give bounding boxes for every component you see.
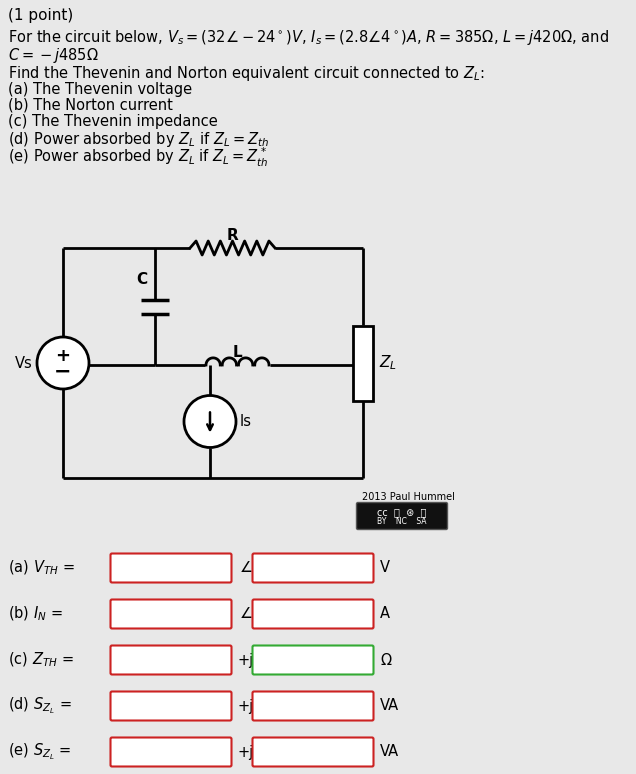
Text: A: A [380,607,390,622]
FancyBboxPatch shape [111,691,232,721]
Text: C: C [136,272,147,286]
Text: Vs: Vs [15,355,33,371]
Text: (a) The Thevenin voltage: (a) The Thevenin voltage [8,82,192,97]
Text: (c) $Z_{TH}$ =: (c) $Z_{TH}$ = [8,651,74,670]
Text: 2013 Paul Hummel: 2013 Paul Hummel [362,492,455,502]
Bar [353,326,373,400]
FancyBboxPatch shape [252,691,373,721]
Text: +: + [55,347,71,365]
FancyBboxPatch shape [252,738,373,766]
Text: −: − [54,362,72,382]
Text: (e) $S_{Z_L}$ =: (e) $S_{Z_L}$ = [8,741,71,762]
Text: cc  ⓘ  ⊛  ⓞ: cc ⓘ ⊛ ⓞ [377,508,427,517]
Text: BY    NC    SA: BY NC SA [377,517,427,526]
Text: Is: Is [240,414,252,429]
Text: (a) $V_{TH}$ =: (a) $V_{TH}$ = [8,559,74,577]
Text: $\angle$: $\angle$ [239,607,252,622]
Text: R: R [226,228,238,243]
FancyBboxPatch shape [252,553,373,583]
FancyBboxPatch shape [111,738,232,766]
Text: (c) The Thevenin impedance: (c) The Thevenin impedance [8,114,218,129]
Text: $C = -j485\Omega$: $C = -j485\Omega$ [8,46,99,65]
Text: (b) The Norton current: (b) The Norton current [8,98,173,113]
FancyBboxPatch shape [111,646,232,674]
Text: Find the Thevenin and Norton equivalent circuit connected to $Z_L$:: Find the Thevenin and Norton equivalent … [8,64,485,83]
Text: VA: VA [380,698,399,714]
Text: (d) $S_{Z_L}$ =: (d) $S_{Z_L}$ = [8,696,72,716]
FancyBboxPatch shape [252,600,373,628]
Text: (1 point): (1 point) [8,8,73,23]
Text: +j: +j [238,698,254,714]
FancyBboxPatch shape [252,646,373,674]
Text: VA: VA [380,745,399,759]
Text: +j: +j [238,652,254,667]
Text: +j: +j [238,745,254,759]
Text: $\Omega$: $\Omega$ [380,652,392,668]
Text: $\angle$: $\angle$ [239,560,252,576]
Text: (b) $I_N$ =: (b) $I_N$ = [8,604,63,623]
Text: -63.209: -63.209 [260,652,317,667]
Circle shape [184,396,236,447]
Text: (d) Power absorbed by $Z_L$ if $Z_L = Z_{th}$: (d) Power absorbed by $Z_L$ if $Z_L = Z_… [8,130,269,149]
Circle shape [37,337,89,389]
FancyBboxPatch shape [111,600,232,628]
Text: V: V [380,560,390,576]
FancyBboxPatch shape [111,553,232,583]
FancyBboxPatch shape [357,502,448,529]
Text: L: L [232,345,242,360]
Text: $Z_L$: $Z_L$ [379,354,397,372]
Text: (e) Power absorbed by $Z_L$ if $Z_L = Z^*_{th}$: (e) Power absorbed by $Z_L$ if $Z_L = Z^… [8,146,269,170]
Text: For the circuit below, $V_s = (32\angle - 24^\circ)V$, $I_s = (2.8\angle 4^\circ: For the circuit below, $V_s = (32\angle … [8,28,609,47]
